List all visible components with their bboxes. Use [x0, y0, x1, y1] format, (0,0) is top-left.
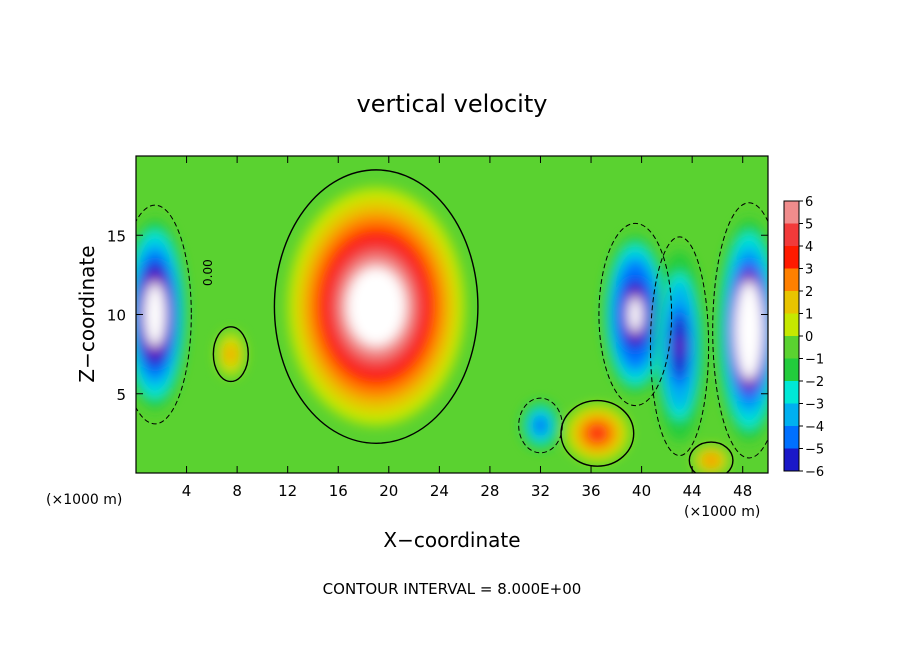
- velocity-field: [136, 187, 768, 473]
- colorbar-swatch: [784, 291, 799, 314]
- colorbar-swatch: [784, 381, 799, 404]
- field-cell-4-8: [151, 303, 159, 326]
- y-tick-label: 15: [107, 227, 126, 245]
- y-axis-ticks: 5 10 15: [107, 227, 768, 404]
- x-tick-label: 20: [379, 482, 398, 500]
- y-tick-label: 10: [107, 307, 126, 325]
- x-tick-label: 28: [480, 482, 499, 500]
- field-cell-0-8: [366, 293, 386, 320]
- colorbar-label: 2: [805, 285, 813, 300]
- field-cell-8-8: [538, 422, 543, 429]
- colorbar-swatch: [784, 246, 799, 269]
- x-axis-ticks: 4 8 12 16 20 24 28 32 36 40 44 48: [182, 156, 752, 500]
- contour-line-0: [273, 169, 479, 444]
- x-tick-label: 8: [232, 482, 242, 500]
- x-tick-label: 32: [531, 482, 550, 500]
- colorbar-swatch: [784, 268, 799, 292]
- x-unit-label: (×1000 m): [46, 492, 122, 508]
- y-axis-label: Z−coordinate: [75, 245, 99, 382]
- contour-line-7: [649, 236, 710, 457]
- chart-title: vertical velocity: [357, 90, 548, 118]
- field-cell-3-8: [229, 351, 233, 357]
- colorbar-swatch: [784, 313, 799, 337]
- contour-line-2: [688, 441, 734, 473]
- field-cell-5-8: [745, 318, 753, 343]
- x-tick-label: 40: [632, 482, 651, 500]
- x-tick-label: 16: [329, 482, 348, 500]
- colorbar-label: 5: [805, 218, 813, 233]
- colorbar-label: 4: [805, 240, 813, 255]
- x-tick-label: 48: [733, 482, 752, 500]
- colorbar-label: 6: [805, 195, 813, 210]
- x-tick-label: 24: [430, 482, 449, 500]
- x-tick-label: 36: [581, 482, 600, 500]
- colorbar-label: −3: [805, 398, 824, 413]
- colorbar-label: −4: [805, 420, 824, 435]
- field-cell-1-8: [593, 430, 601, 437]
- y-unit-label: (×1000 m): [684, 504, 760, 520]
- field-cell-2-8: [709, 458, 714, 463]
- x-tick-label: 12: [278, 482, 297, 500]
- zero-contours: [136, 169, 768, 473]
- colorbar-swatch: [784, 201, 799, 224]
- colorbar-label: −2: [805, 375, 824, 390]
- colorbar-label: −6: [805, 465, 824, 480]
- contour-label: 0.00: [201, 259, 215, 286]
- colorbar-label: 3: [805, 263, 813, 278]
- colorbar-label: −1: [805, 353, 824, 368]
- colorbar-swatch: [784, 358, 799, 382]
- colorbar-label: −5: [805, 443, 824, 458]
- colorbar-swatch: [784, 448, 799, 472]
- x-axis-label: X−coordinate: [383, 528, 520, 552]
- field-cell-6-8: [631, 305, 639, 324]
- contour-line-8: [518, 397, 563, 454]
- x-tick-label: 44: [683, 482, 702, 500]
- colorbar-swatch: [784, 336, 799, 359]
- contour-line-5: [712, 202, 768, 459]
- colorbar-swatch: [784, 426, 799, 449]
- contour-line-4: [136, 204, 192, 425]
- colorbar-label: 0: [805, 330, 813, 345]
- colorbar-swatch: [784, 403, 799, 427]
- colorbar: 6 5 4 3 2 1 0 −1 −2 −3 −4 −5 −6: [783, 195, 824, 480]
- y-tick-label: 5: [116, 386, 126, 404]
- colorbar-swatch: [784, 223, 799, 247]
- x-tick-label: 4: [182, 482, 192, 500]
- field-cell-7-8: [676, 335, 683, 357]
- contour-line-3: [212, 326, 249, 383]
- contour-interval-footer: CONTOUR INTERVAL = 8.000E+00: [323, 580, 582, 598]
- colorbar-label: 1: [805, 308, 813, 323]
- contour-line-6: [598, 222, 673, 407]
